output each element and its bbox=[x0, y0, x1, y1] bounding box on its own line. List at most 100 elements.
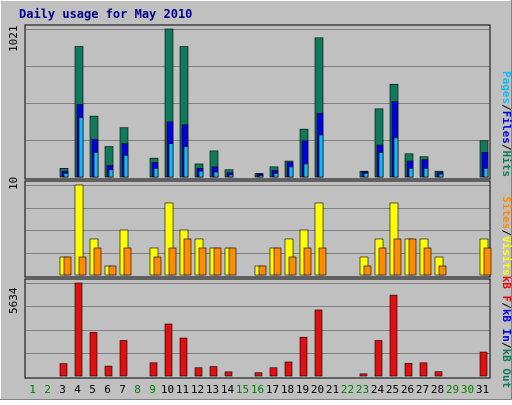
bar-pages-day-17 bbox=[273, 173, 279, 178]
bar-pages-day-23 bbox=[363, 173, 369, 178]
bar-kb-in-day-10 bbox=[164, 323, 173, 377]
x-tick-label-day-28: 28 bbox=[431, 383, 444, 396]
plot-area-bottom bbox=[24, 278, 491, 379]
bar-kb-in-day-4 bbox=[74, 282, 83, 377]
x-axis-labels: 1 2 3 4 5 6 7 8 9 10 11 12 13 14 15 16 17 18 19 20 21 22 23 24 2… bbox=[29, 383, 489, 396]
x-tick-label-day-12: 12 bbox=[191, 383, 204, 396]
bar-sites-day-7 bbox=[123, 247, 132, 276]
x-tick-label-day-8: 8 bbox=[134, 383, 141, 396]
bar-kb-in-day-3 bbox=[59, 363, 68, 377]
x-tick-label-day-10: 10 bbox=[161, 383, 174, 396]
bar-sites-day-14 bbox=[228, 247, 237, 276]
bar-sites-day-5 bbox=[93, 247, 102, 276]
legend-sep-1: / bbox=[500, 104, 512, 111]
panels bbox=[24, 24, 492, 379]
bar-sites-day-25 bbox=[393, 238, 402, 276]
bar-pages-day-19 bbox=[303, 163, 309, 178]
x-tick-label-day-4: 4 bbox=[74, 383, 81, 396]
x-tick-label-day-15: 15 bbox=[236, 383, 249, 396]
bar-kb-in-day-17 bbox=[269, 367, 278, 377]
bar-pages-day-18 bbox=[288, 166, 294, 178]
plot-area-top bbox=[24, 24, 491, 180]
bar-pages-day-5 bbox=[93, 152, 99, 178]
bar-pages-day-28 bbox=[438, 173, 444, 178]
bar-pages-day-24 bbox=[378, 152, 384, 178]
x-tick-label-day-27: 27 bbox=[416, 383, 429, 396]
bar-pages-day-31 bbox=[483, 168, 489, 178]
bar-kb-in-day-24 bbox=[374, 340, 383, 377]
legend-visits: Visits bbox=[500, 236, 512, 276]
x-tick-label-day-23: 23 bbox=[356, 383, 369, 396]
bar-kb-in-day-31 bbox=[479, 351, 488, 377]
x-tick-label-day-30: 30 bbox=[461, 383, 474, 396]
bar-sites-day-23 bbox=[363, 265, 372, 276]
x-tick-label-day-25: 25 bbox=[386, 383, 399, 396]
bar-kb-in-day-18 bbox=[284, 361, 293, 377]
bar-sites-day-19 bbox=[303, 247, 312, 276]
legend-kb-f: kB F bbox=[500, 276, 512, 303]
bar-sites-day-28 bbox=[438, 265, 447, 276]
bot-max-label: 5634 bbox=[7, 287, 20, 314]
bar-pages-day-16 bbox=[258, 175, 264, 178]
legend-kb-in: kB In bbox=[500, 309, 512, 342]
bar-sites-day-26 bbox=[408, 238, 417, 276]
bar-sites-day-17 bbox=[273, 247, 282, 276]
x-tick-label-day-29: 29 bbox=[446, 383, 459, 396]
bar-sites-day-24 bbox=[378, 247, 387, 276]
legend-pages: Pages bbox=[500, 71, 512, 104]
bar-pages-day-9 bbox=[153, 168, 159, 178]
x-tick-label-day-7: 7 bbox=[119, 383, 126, 396]
x-tick-label-day-9: 9 bbox=[149, 383, 156, 396]
x-tick-label-day-20: 20 bbox=[311, 383, 324, 396]
bar-pages-day-7 bbox=[123, 154, 129, 178]
bar-pages-day-11 bbox=[183, 146, 189, 178]
legend-mid: Sites/Visits bbox=[500, 196, 512, 276]
x-tick-label-day-6: 6 bbox=[104, 383, 111, 396]
bar-kb-in-day-19 bbox=[299, 336, 308, 377]
legend-sites: Sites bbox=[500, 196, 512, 229]
bar-pages-day-4 bbox=[78, 117, 84, 178]
bar-pages-day-10 bbox=[168, 143, 174, 178]
bar-kb-in-day-12 bbox=[194, 367, 203, 377]
x-tick-label-day-21: 21 bbox=[326, 383, 339, 396]
bar-sites-day-20 bbox=[318, 247, 327, 276]
bar-kb-in-day-25 bbox=[389, 294, 398, 377]
x-tick-label-day-14: 14 bbox=[221, 383, 235, 396]
x-tick-label-day-1: 1 bbox=[29, 383, 36, 396]
bar-kb-in-day-6 bbox=[104, 365, 113, 377]
bar-sites-day-13 bbox=[213, 247, 222, 276]
x-tick-label-day-2: 2 bbox=[44, 383, 51, 396]
bar-sites-day-4 bbox=[78, 256, 87, 276]
bar-sites-day-10 bbox=[168, 247, 177, 276]
legend-files: Files bbox=[500, 111, 512, 144]
x-tick-label-day-16: 16 bbox=[251, 383, 264, 396]
x-tick-label-day-24: 24 bbox=[371, 383, 385, 396]
legend-sep-5: / bbox=[500, 342, 512, 349]
bar-kb-in-day-7 bbox=[119, 340, 128, 377]
bar-pages-day-12 bbox=[198, 170, 204, 178]
bar-pages-day-25 bbox=[393, 137, 399, 178]
x-tick-label-day-26: 26 bbox=[401, 383, 414, 396]
chart-title: Daily usage for May 2010 bbox=[19, 7, 192, 21]
mid-max-label: 10 bbox=[7, 177, 20, 190]
bar-pages-day-13 bbox=[213, 171, 219, 178]
legend-top: Pages/Files/Hits bbox=[500, 71, 512, 177]
bar-kb-in-day-14 bbox=[224, 371, 233, 377]
x-tick-label-day-13: 13 bbox=[206, 383, 219, 396]
legend-sep-2: / bbox=[500, 144, 512, 151]
legend-sep-4: / bbox=[500, 302, 512, 309]
bar-sites-day-16 bbox=[258, 265, 267, 276]
bar-pages-day-27 bbox=[423, 168, 429, 178]
bar-sites-day-31 bbox=[483, 247, 492, 276]
bar-kb-in-day-28 bbox=[434, 371, 443, 377]
panel-bottom bbox=[24, 278, 491, 379]
bar-kb-in-day-13 bbox=[209, 366, 218, 377]
bar-kb-in-day-11 bbox=[179, 337, 188, 377]
x-tick-label-day-31: 31 bbox=[476, 383, 489, 396]
x-tick-label-day-11: 11 bbox=[176, 383, 189, 396]
bar-sites-day-3 bbox=[63, 256, 72, 276]
bar-sites-day-9 bbox=[153, 256, 162, 276]
x-tick-label-day-22: 22 bbox=[341, 383, 354, 396]
